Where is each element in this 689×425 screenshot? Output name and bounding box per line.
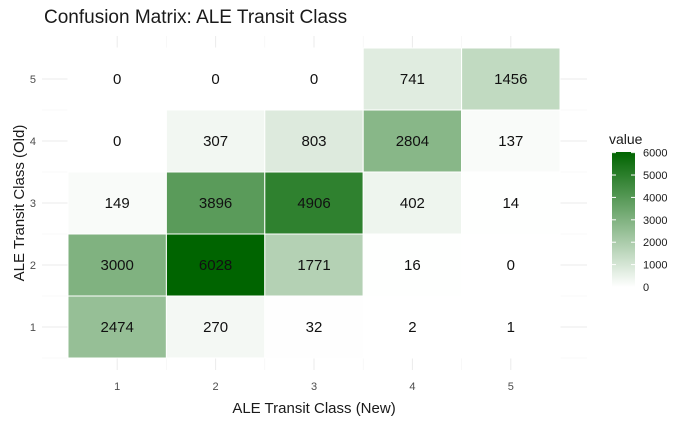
cell-value-label: 270 [203, 319, 228, 336]
legend: value 0 1000 2000 3000 4000 5000 6000 [609, 131, 667, 294]
cell-value-label: 14 [502, 195, 519, 212]
x-tick-label: 3 [311, 381, 317, 393]
legend-tick-label: 0 [643, 282, 649, 294]
heatmap-cell [461, 295, 561, 359]
heatmap-cell [165, 171, 266, 235]
heatmap-cell [67, 171, 167, 235]
legend-tick-label: 6000 [643, 148, 667, 160]
cell-value-label: 1771 [297, 257, 330, 274]
heatmap-cell [362, 47, 463, 111]
cell-value-label: 1456 [494, 71, 527, 88]
cell-value-label: 4906 [297, 195, 330, 212]
cell-labels: 2474 270 32 2 1 3000 6028 1771 16 0 149 3896 4906 402… [101, 71, 528, 336]
cell-value-label: 1 [507, 319, 515, 336]
x-tick-label: 2 [213, 381, 219, 393]
x-tick-label: 5 [508, 381, 514, 393]
y-tick-label: 1 [30, 322, 36, 334]
chart-title: Confusion Matrix: ALE Transit Class [44, 7, 348, 28]
legend-colorbar [612, 152, 635, 287]
y-tick-label: 2 [30, 260, 36, 272]
heatmap-cell [165, 47, 266, 111]
legend-tick-label: 2000 [643, 237, 667, 249]
x-axis-title: ALE Transit Class (New) [232, 400, 395, 417]
heatmap-cell [461, 171, 561, 235]
cell-value-label: 2474 [101, 319, 134, 336]
cell-value-label: 803 [301, 133, 326, 150]
heatmap-cell [362, 233, 463, 297]
y-tick-label: 3 [30, 198, 36, 210]
cell-value-label: 741 [400, 71, 425, 88]
cell-value-label: 3000 [101, 257, 134, 274]
cell-value-label: 16 [404, 257, 421, 274]
legend-tick-label: 3000 [643, 215, 667, 227]
y-tick-label: 5 [30, 74, 36, 86]
y-axis-title: ALE Transit Class (Old) [11, 125, 28, 282]
heatmap-cell [264, 171, 364, 235]
cell-value-label: 0 [310, 71, 318, 88]
heatmap-cell [67, 47, 167, 111]
heatmap-cell [461, 233, 561, 297]
cell-value-label: 0 [113, 71, 121, 88]
heatmap-cells [67, 47, 561, 359]
heatmap-cell [264, 109, 364, 173]
heatmap-cell [264, 233, 364, 297]
legend-tick-label: 5000 [643, 170, 667, 182]
axes: 1 2 3 4 5 1 2 3 4 5 ALE Transit Class (New) ALE Tra… [11, 74, 514, 417]
heatmap-cell [362, 295, 463, 359]
x-tick-label: 4 [409, 381, 415, 393]
y-tick-label: 4 [30, 136, 36, 148]
heatmap-cell [67, 109, 167, 173]
cell-value-label: 0 [211, 71, 219, 88]
cell-value-label: 0 [113, 133, 121, 150]
heatmap-cell [461, 109, 561, 173]
cell-value-label: 307 [203, 133, 228, 150]
cell-value-label: 2804 [396, 133, 429, 150]
heatmap-cell [264, 295, 364, 359]
x-tick-label: 1 [114, 381, 120, 393]
cell-value-label: 0 [507, 257, 515, 274]
cell-value-label: 32 [306, 319, 323, 336]
legend-title: value [609, 131, 643, 147]
cell-value-label: 137 [498, 133, 523, 150]
legend-tick-label: 1000 [643, 260, 667, 272]
cell-value-label: 6028 [199, 257, 232, 274]
cell-value-label: 3896 [199, 195, 232, 212]
cell-value-label: 149 [105, 195, 130, 212]
cell-value-label: 2 [408, 319, 416, 336]
cell-value-label: 402 [400, 195, 425, 212]
heatmap-cell [461, 47, 561, 111]
legend-tick-label: 4000 [643, 192, 667, 204]
heatmap-cell [362, 171, 463, 235]
heatmap-cell [362, 109, 463, 173]
